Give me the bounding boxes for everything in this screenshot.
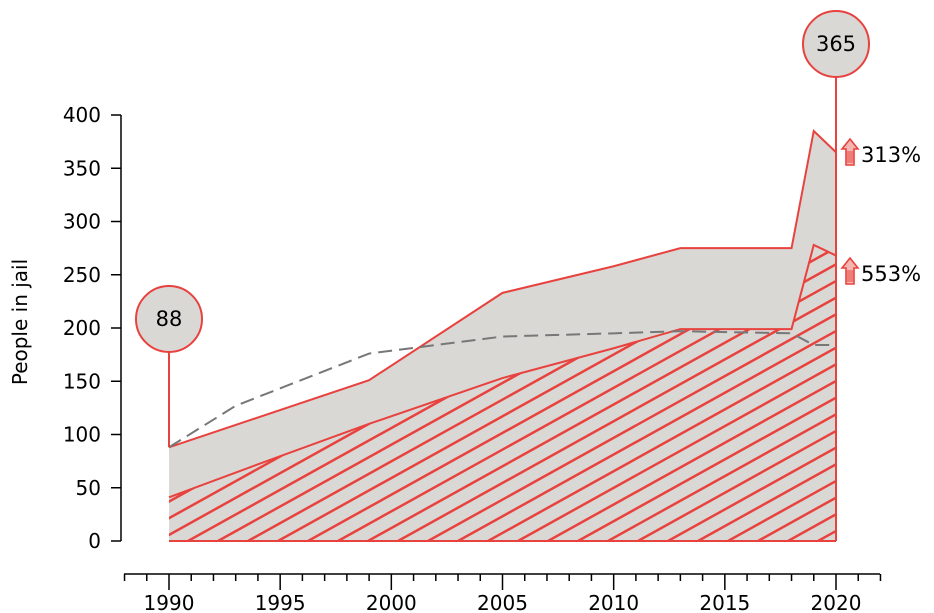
- axes-layer: 0 50 100 150 200 250 300 350 400 1990 1995 2000 2005…: [63, 103, 882, 613]
- x-tick-label: 2010: [588, 591, 639, 613]
- start-value-bubble: [135, 285, 203, 353]
- y-tick-label: 0: [88, 529, 101, 553]
- up-arrow-icon: [840, 256, 860, 285]
- y-axis-title: People in jail: [8, 259, 32, 385]
- hatched-area-line: [168, 243, 837, 499]
- end-value-bubble: [802, 10, 870, 78]
- x-tick-label: 1995: [255, 591, 306, 613]
- x-tick-label: 2015: [699, 591, 750, 613]
- x-tick-label: 1990: [144, 591, 195, 613]
- annotation-layer: 88 365 313% 553%: [135, 10, 921, 541]
- y-tick-label: 350: [63, 156, 101, 180]
- x-tick-label: 2005: [477, 591, 528, 613]
- hatched-area-base: [169, 244, 836, 541]
- y-tick-label: 400: [63, 103, 101, 127]
- hatched-change-label: 553%: [861, 262, 921, 286]
- y-tick-label: 200: [63, 316, 101, 340]
- y-tick-label: 300: [63, 210, 101, 234]
- up-arrow-icon: [840, 137, 860, 166]
- grey-area-line: [168, 128, 837, 449]
- x-tick-label: 2000: [366, 591, 417, 613]
- end-value-label: 365: [816, 32, 856, 56]
- total-change-label: 313%: [861, 143, 921, 167]
- y-tick-label: 150: [63, 369, 101, 393]
- y-tick-label: 100: [63, 423, 101, 447]
- x-tick-label: 2020: [811, 591, 862, 613]
- y-tick-label: 50: [76, 476, 101, 500]
- start-value-label: 88: [156, 307, 183, 331]
- y-tick-label: 250: [63, 263, 101, 287]
- area-layer: [168, 128, 837, 542]
- dashed-series-line: [168, 330, 836, 449]
